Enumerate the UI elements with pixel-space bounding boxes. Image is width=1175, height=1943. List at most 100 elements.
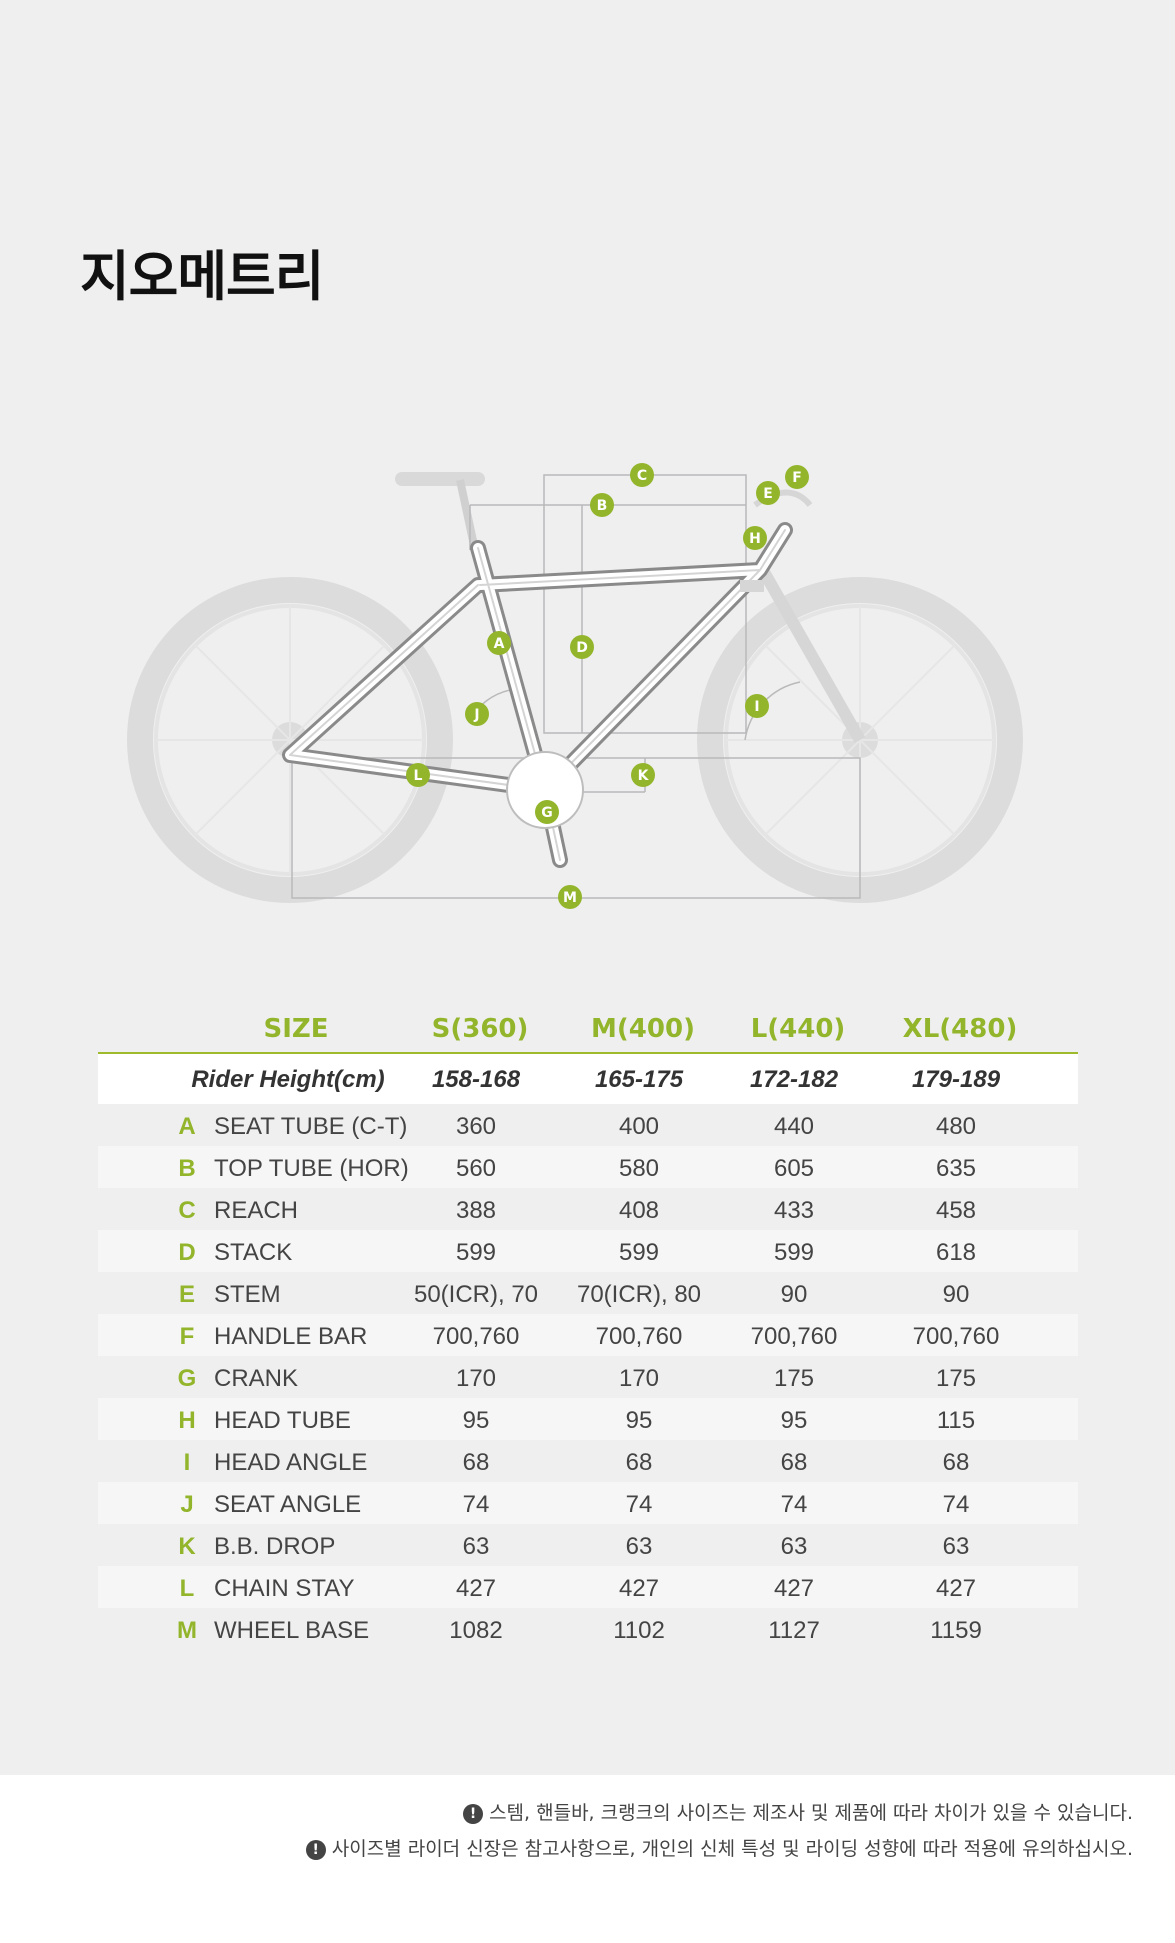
svg-text:H: H — [749, 531, 761, 547]
row-value: 458 — [935, 1197, 977, 1224]
row-value: 90 — [780, 1281, 808, 1308]
row-value: 700,760 — [595, 1323, 683, 1350]
row-value: 74 — [462, 1491, 490, 1518]
table-row: B TOP TUBE (HOR) 560 580 605 635 — [98, 1146, 1078, 1188]
header-size: SIZE — [263, 1014, 329, 1044]
marker-m: M — [558, 885, 582, 909]
row-value: 74 — [942, 1491, 970, 1518]
row-value: 95 — [462, 1407, 490, 1434]
row-value: 433 — [773, 1197, 815, 1224]
bike-geometry-diagram: A B C D E F G H I J K L M — [0, 420, 1175, 940]
marker-h: H — [743, 526, 767, 550]
row-value: 1102 — [613, 1617, 665, 1644]
geometry-table: SIZE S(360) M(400) L(440) XL(480) Rider … — [98, 1008, 1078, 1650]
row-value: 388 — [455, 1197, 497, 1224]
marker-e: E — [756, 481, 780, 505]
row-code: E — [178, 1281, 196, 1308]
marker-b: B — [590, 493, 614, 517]
table-row: F HANDLE BAR 700,760 700,760 700,760 700,760 — [98, 1314, 1078, 1356]
row-value: 70(ICR), 80 — [576, 1281, 702, 1308]
row-value: 580 — [618, 1155, 660, 1182]
row-value: 170 — [618, 1365, 660, 1392]
row-value: 175 — [773, 1365, 815, 1392]
table-row: H HEAD TUBE 95 95 95 115 — [98, 1398, 1078, 1440]
row-label: HEAD ANGLE — [214, 1449, 368, 1476]
svg-text:M: M — [563, 890, 577, 906]
row-value: 74 — [625, 1491, 653, 1518]
row-value: 480 — [935, 1113, 977, 1140]
rider-height-l: 172-182 — [749, 1066, 839, 1093]
header-l: L(440) — [750, 1014, 846, 1044]
table-body: A SEAT TUBE (C-T) 360 400 440 480 B TOP TUBE (H… — [98, 1104, 1078, 1650]
row-value: 440 — [773, 1113, 815, 1140]
row-label: SEAT TUBE (C-T) — [214, 1113, 408, 1140]
table-row: J SEAT ANGLE 74 74 74 74 — [98, 1482, 1078, 1524]
row-value: 63 — [462, 1533, 490, 1560]
rider-height-label: Rider Height(cm) — [191, 1066, 385, 1093]
row-label: TOP TUBE (HOR) — [214, 1155, 409, 1182]
exclamation-icon: ! — [463, 1804, 484, 1824]
table-row: E STEM 50(ICR), 70 70(ICR), 80 90 90 — [98, 1272, 1078, 1314]
row-code: B — [178, 1155, 196, 1182]
row-label: CHAIN STAY — [214, 1575, 355, 1602]
row-value: 427 — [773, 1575, 815, 1602]
row-code: M — [177, 1617, 197, 1644]
row-value: 618 — [935, 1239, 977, 1266]
row-value: 63 — [780, 1533, 808, 1560]
table-row: G CRANK 170 170 175 175 — [98, 1356, 1078, 1398]
bike-illustration: A B C D E F G H I J K L M — [127, 463, 1023, 909]
row-value: 599 — [773, 1239, 815, 1266]
rider-height-m: 165-175 — [594, 1066, 684, 1093]
svg-text:F: F — [792, 470, 802, 486]
row-value: 635 — [935, 1155, 977, 1182]
row-value: 115 — [936, 1407, 976, 1434]
row-value: 90 — [942, 1281, 970, 1308]
marker-d: D — [570, 635, 594, 659]
row-value: 408 — [618, 1197, 660, 1224]
svg-text:I: I — [754, 699, 759, 715]
table-row: I HEAD ANGLE 68 68 68 68 — [98, 1440, 1078, 1482]
table-row: D STACK 599 599 599 618 — [98, 1230, 1078, 1272]
table-row: M WHEEL BASE 1082 1102 1127 1159 — [98, 1608, 1078, 1650]
header-s: S(360) — [431, 1014, 529, 1044]
header-m: M(400) — [591, 1014, 695, 1044]
row-code: A — [178, 1113, 196, 1140]
row-code: J — [180, 1491, 194, 1518]
row-value: 700,760 — [750, 1323, 838, 1350]
row-value: 427 — [455, 1575, 497, 1602]
row-value: 1082 — [449, 1617, 503, 1644]
svg-text:E: E — [763, 486, 773, 502]
row-value: 68 — [462, 1449, 490, 1476]
row-value: 400 — [618, 1113, 660, 1140]
svg-text:A: A — [494, 636, 505, 652]
table-header: SIZE S(360) M(400) L(440) XL(480) — [98, 1008, 1078, 1054]
svg-text:K: K — [638, 768, 650, 784]
row-label: REACH — [214, 1197, 299, 1224]
marker-f: F — [785, 465, 809, 489]
svg-text:J: J — [473, 707, 479, 723]
header-xl: XL(480) — [902, 1014, 1018, 1044]
row-value: 95 — [780, 1407, 808, 1434]
table-row: K B.B. DROP 63 63 63 63 — [98, 1524, 1078, 1566]
marker-g: G — [535, 800, 559, 824]
row-code: I — [183, 1449, 191, 1476]
row-value: 68 — [780, 1449, 808, 1476]
row-value: 427 — [935, 1575, 977, 1602]
row-value: 95 — [625, 1407, 653, 1434]
row-value: 605 — [773, 1155, 815, 1182]
row-label: WHEEL BASE — [214, 1617, 370, 1644]
footnotes: ! 스템, 핸들바, 크랭크의 사이즈는 제조사 및 제품에 따라 차이가 있을 … — [305, 1795, 1133, 1867]
row-label: STACK — [214, 1239, 293, 1266]
row-label: CRANK — [214, 1365, 299, 1392]
marker-c: C — [630, 463, 654, 487]
row-value: 1159 — [930, 1617, 982, 1644]
row-value: 1127 — [768, 1617, 820, 1644]
exclamation-icon: ! — [305, 1840, 326, 1860]
table-row: L CHAIN STAY 427 427 427 427 — [98, 1566, 1078, 1608]
row-value: 560 — [455, 1155, 497, 1182]
footnote: ! 사이즈별 라이더 신장은 참고사항으로, 개인의 신체 특성 및 라이딩 성향… — [305, 1831, 1133, 1867]
row-code: H — [178, 1407, 196, 1434]
row-value: 68 — [625, 1449, 653, 1476]
footnote: ! 스템, 핸들바, 크랭크의 사이즈는 제조사 및 제품에 따라 차이가 있을 … — [306, 1795, 1133, 1831]
row-value: 170 — [455, 1365, 497, 1392]
